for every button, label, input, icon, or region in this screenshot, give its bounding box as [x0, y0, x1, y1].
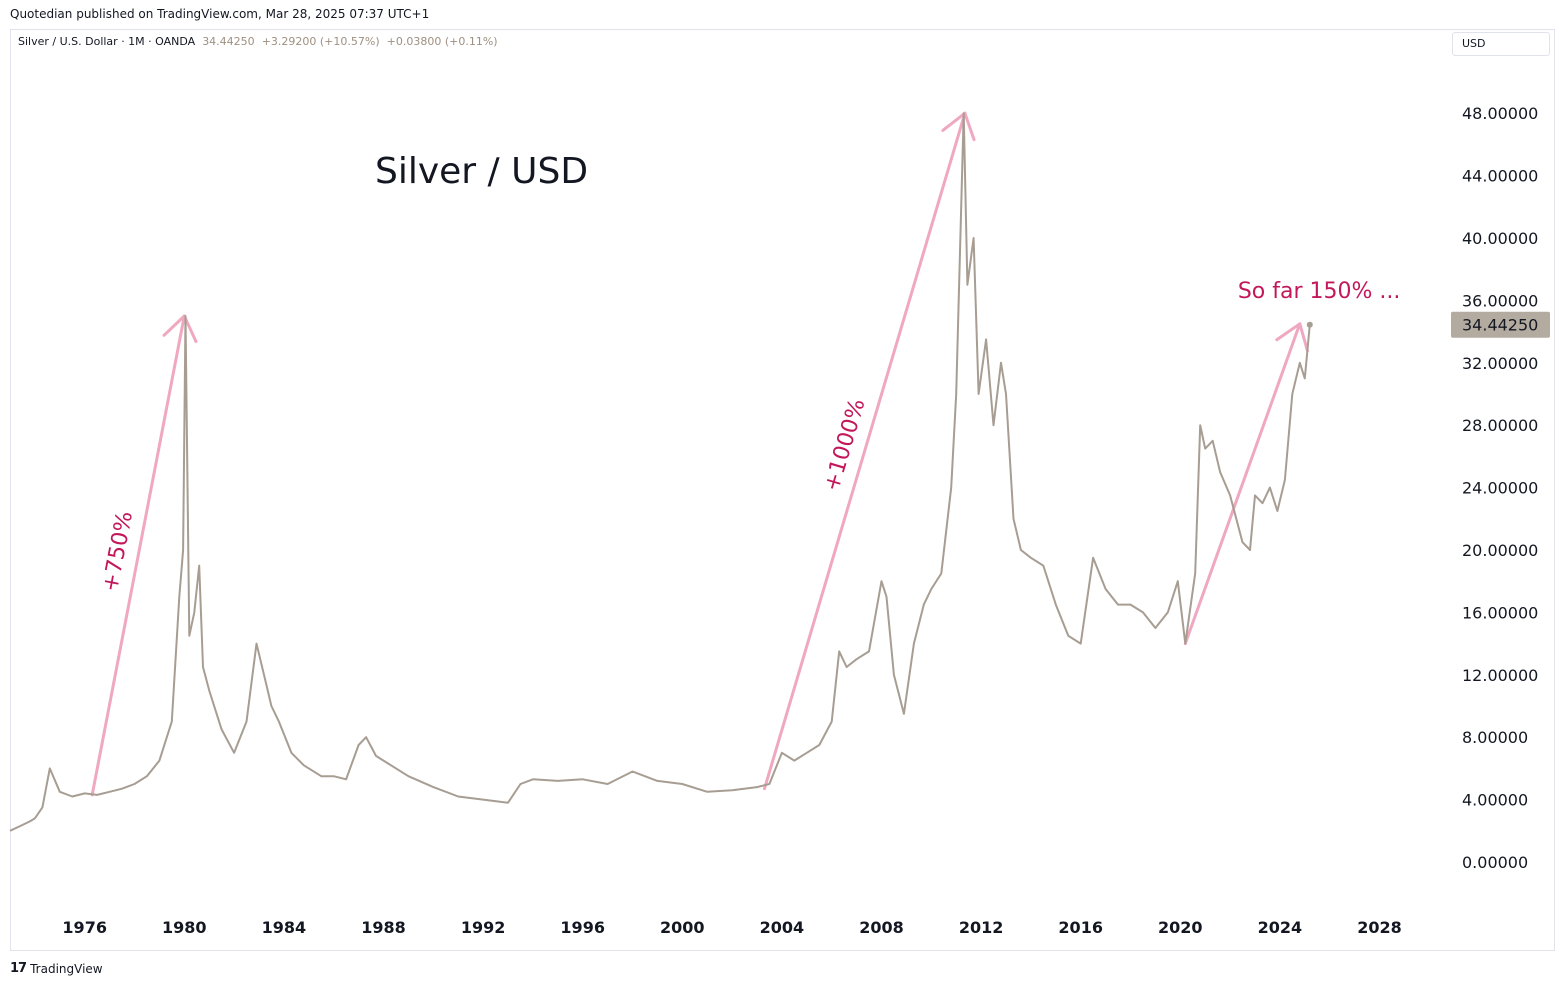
x-tick-label: 2020: [1158, 918, 1203, 937]
published-by-line: Quotedian published on TradingView.com, …: [10, 7, 430, 21]
chart-title: Silver / USD: [375, 151, 588, 192]
arrow-head-icon: [162, 314, 198, 343]
x-tick-label: 2004: [760, 918, 805, 937]
price-tag-box: [1451, 311, 1550, 338]
y-tick-label: 32.00000: [1462, 354, 1538, 373]
x-tick-label: 1992: [461, 918, 506, 937]
y-tick-label: 0.00000: [1462, 853, 1528, 872]
x-axis[interactable]: 1976 1980 1984 1988 1992 1996 2000 2004 2008 2012…: [62, 918, 1401, 937]
footer-brand[interactable]: 17 TradingView: [10, 961, 103, 976]
currency-button[interactable]: USD: [1452, 32, 1550, 56]
y-axis[interactable]: 0.00000 4.00000 8.00000 12.00000 16.00000 20.…: [1462, 104, 1538, 872]
tradingview-logo-icon: 17: [10, 961, 27, 976]
x-tick-label: 1976: [62, 918, 107, 937]
last-price-tag: 34.44250: [1451, 311, 1550, 338]
arrow-head-icon: [1275, 322, 1309, 353]
y-tick-label: 44.00000: [1462, 167, 1538, 186]
y-tick-label: 24.00000: [1462, 479, 1538, 498]
annotation-label: +1000%: [819, 396, 870, 495]
brand-name: TradingView: [30, 961, 103, 976]
y-tick-label: 48.00000: [1462, 104, 1538, 123]
x-tick-label: 2008: [859, 918, 904, 937]
y-tick-label: 28.00000: [1462, 416, 1538, 435]
symbol-name[interactable]: Silver / U.S. Dollar · 1M · OANDA: [18, 35, 196, 48]
y-tick-label: 8.00000: [1462, 728, 1528, 747]
annotation-arrow-line: [1183, 322, 1302, 646]
arrow-head-icon: [941, 111, 976, 142]
x-tick-label: 2028: [1357, 918, 1402, 937]
symbol-legend[interactable]: Silver / U.S. Dollar · 1M · OANDA 34.442…: [18, 35, 498, 48]
chart-frame: [10, 29, 1555, 951]
last-value: 34.44250: [202, 35, 255, 48]
y-tick-label: 16.00000: [1462, 603, 1538, 622]
y-tick-label: 4.00000: [1462, 791, 1528, 810]
y-tick-label: 36.00000: [1462, 291, 1538, 310]
x-tick-label: 2016: [1058, 918, 1103, 937]
spread-value: +0.03800 (+0.11%): [386, 35, 498, 48]
y-tick-label: 12.00000: [1462, 666, 1538, 685]
x-tick-label: 1980: [162, 918, 207, 937]
x-tick-label: 1996: [560, 918, 605, 937]
price-tag-label: 34.44250: [1462, 316, 1538, 335]
y-tick-label: 20.00000: [1462, 541, 1538, 560]
y-tick-label: 40.00000: [1462, 229, 1538, 248]
price-series-line: [9, 112, 1311, 832]
x-tick-label: 1984: [262, 918, 307, 937]
x-tick-label: 2024: [1258, 918, 1303, 937]
change-value: +3.29200 (+10.57%): [261, 35, 380, 48]
x-tick-label: 2012: [959, 918, 1004, 937]
annotation-label: So far 150% ...: [1238, 279, 1401, 304]
annotation-arrows: +750%+1000%So far 150% ...: [90, 111, 1401, 797]
x-tick-label: 2000: [660, 918, 705, 937]
x-tick-label: 1988: [361, 918, 406, 937]
last-price-dot: [1306, 321, 1313, 328]
annotation-arrow-line: [90, 314, 186, 797]
annotation-arrow-line: [762, 111, 967, 791]
series-layer: [9, 112, 1313, 832]
